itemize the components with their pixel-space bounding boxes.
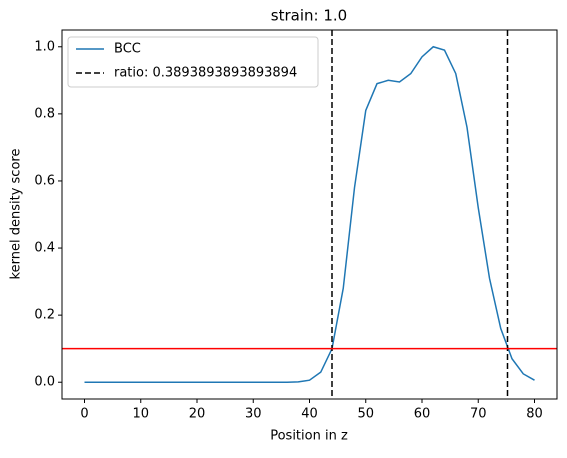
x-tick-label: 20 — [189, 407, 206, 422]
plot-frame — [61, 29, 558, 400]
y-tick-label: 0.2 — [34, 308, 55, 323]
y-tick-label: 0.8 — [34, 106, 55, 121]
y-tick-label: 0.6 — [34, 173, 55, 188]
x-tick-label: 50 — [357, 407, 374, 422]
legend-label: ratio: 0.3893893893893894 — [114, 66, 297, 81]
y-tick-label: 0.4 — [34, 241, 55, 256]
x-tick-label: 80 — [526, 407, 543, 422]
legend-box — [67, 36, 319, 88]
y-tick-label: 0.0 — [34, 375, 55, 390]
x-tick-label: 0 — [80, 407, 88, 422]
y-axis-label: kernel density score — [9, 149, 24, 280]
chart-title: strain: 1.0 — [271, 7, 347, 25]
x-tick-label: 30 — [245, 407, 262, 422]
legend-label: BCC — [114, 42, 141, 57]
x-tick-label: 70 — [470, 407, 487, 422]
x-tick-label: 40 — [301, 407, 318, 422]
x-axis-label: Position in z — [270, 429, 348, 444]
y-tick-label: 1.0 — [34, 39, 55, 54]
data-line — [84, 45, 535, 383]
x-tick-label: 10 — [132, 407, 149, 422]
x-tick-label: 60 — [414, 407, 431, 422]
